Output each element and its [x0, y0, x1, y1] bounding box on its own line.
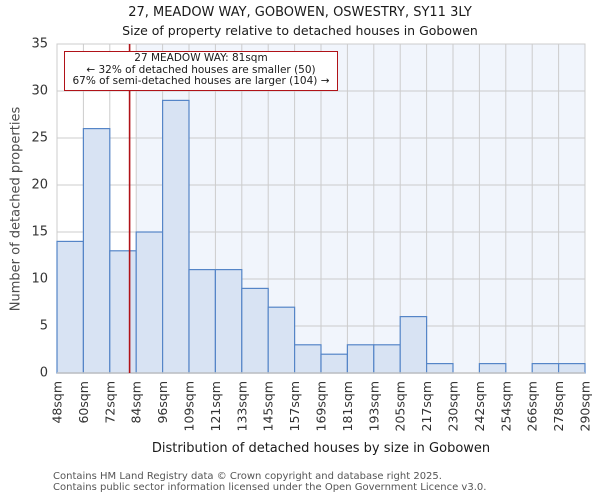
histogram-bar — [188, 269, 216, 374]
property-callout: 27 MEADOW WAY: 81sqm ← 32% of detached h… — [64, 51, 338, 91]
x-tick-label: 205sqm — [393, 381, 408, 431]
histogram-bar — [162, 99, 190, 374]
x-tick-label: 72sqm — [102, 381, 117, 424]
x-tick-label: 217sqm — [419, 381, 434, 431]
x-tick-label: 133sqm — [234, 381, 249, 431]
y-tick-label: 30 — [31, 84, 48, 99]
y-tick-label: 5 — [40, 319, 48, 334]
x-tick-label: 242sqm — [472, 381, 487, 431]
histogram-bar — [320, 353, 348, 374]
x-tick-label: 157sqm — [287, 381, 302, 431]
chart-subtitle: Size of property relative to detached ho… — [122, 23, 478, 38]
histogram-bar — [267, 306, 296, 374]
x-tick-label: 266sqm — [525, 381, 540, 431]
y-tick-label: 15 — [31, 225, 48, 240]
x-tick-label: 230sqm — [446, 381, 461, 431]
x-tick-label: 169sqm — [314, 381, 329, 431]
x-tick-label: 278sqm — [551, 381, 566, 431]
histogram-bar — [109, 250, 137, 374]
x-tick-label: 193sqm — [366, 381, 381, 431]
footer-line-1: Contains HM Land Registry data © Crown c… — [53, 471, 442, 482]
histogram-bar — [294, 344, 322, 374]
histogram-bar — [214, 269, 243, 374]
histogram-bar — [373, 344, 401, 374]
histogram-bar — [241, 287, 269, 374]
x-tick-label: 181sqm — [340, 381, 355, 431]
x-tick-label: 96sqm — [155, 381, 170, 424]
x-tick-label: 145sqm — [261, 381, 276, 431]
histogram-bar — [426, 363, 454, 374]
histogram-bar — [557, 363, 586, 374]
y-tick-label: 0 — [40, 366, 48, 381]
x-tick-label: 60sqm — [76, 381, 91, 424]
y-tick-label: 10 — [31, 272, 48, 287]
callout-line-3: 67% of semi-detached houses are larger (… — [72, 75, 330, 88]
y-tick-label: 35 — [31, 37, 48, 52]
chart-title: 27, MEADOW WAY, GOBOWEN, OSWESTRY, SY11 … — [128, 5, 472, 20]
histogram-bar — [56, 240, 84, 374]
histogram-bar — [399, 316, 428, 374]
x-tick-label: 48sqm — [50, 381, 65, 424]
x-tick-label: 254sqm — [498, 381, 513, 431]
histogram-bar — [478, 363, 507, 374]
histogram-bar — [82, 128, 111, 374]
y-tick-label: 20 — [31, 178, 48, 193]
histogram-bar — [531, 363, 560, 374]
y-tick-label: 25 — [31, 131, 48, 146]
y-axis-title: Number of detached properties — [8, 106, 24, 312]
x-tick-label: 290sqm — [578, 381, 593, 431]
footer-line-2: Contains public sector information licen… — [53, 482, 487, 493]
x-tick-label: 121sqm — [208, 381, 223, 431]
footer: Contains HM Land Registry data © Crown c… — [53, 471, 486, 493]
callout-line-1: 27 MEADOW WAY: 81sqm — [134, 52, 268, 64]
callout-line-2: ← 32% of detached houses are smaller (50… — [86, 63, 316, 76]
histogram-bar — [346, 344, 375, 374]
x-axis-title: Distribution of detached houses by size … — [151, 441, 491, 456]
histogram-bar — [135, 231, 164, 374]
x-tick-label: 109sqm — [182, 381, 197, 431]
x-tick-label: 84sqm — [129, 381, 144, 424]
